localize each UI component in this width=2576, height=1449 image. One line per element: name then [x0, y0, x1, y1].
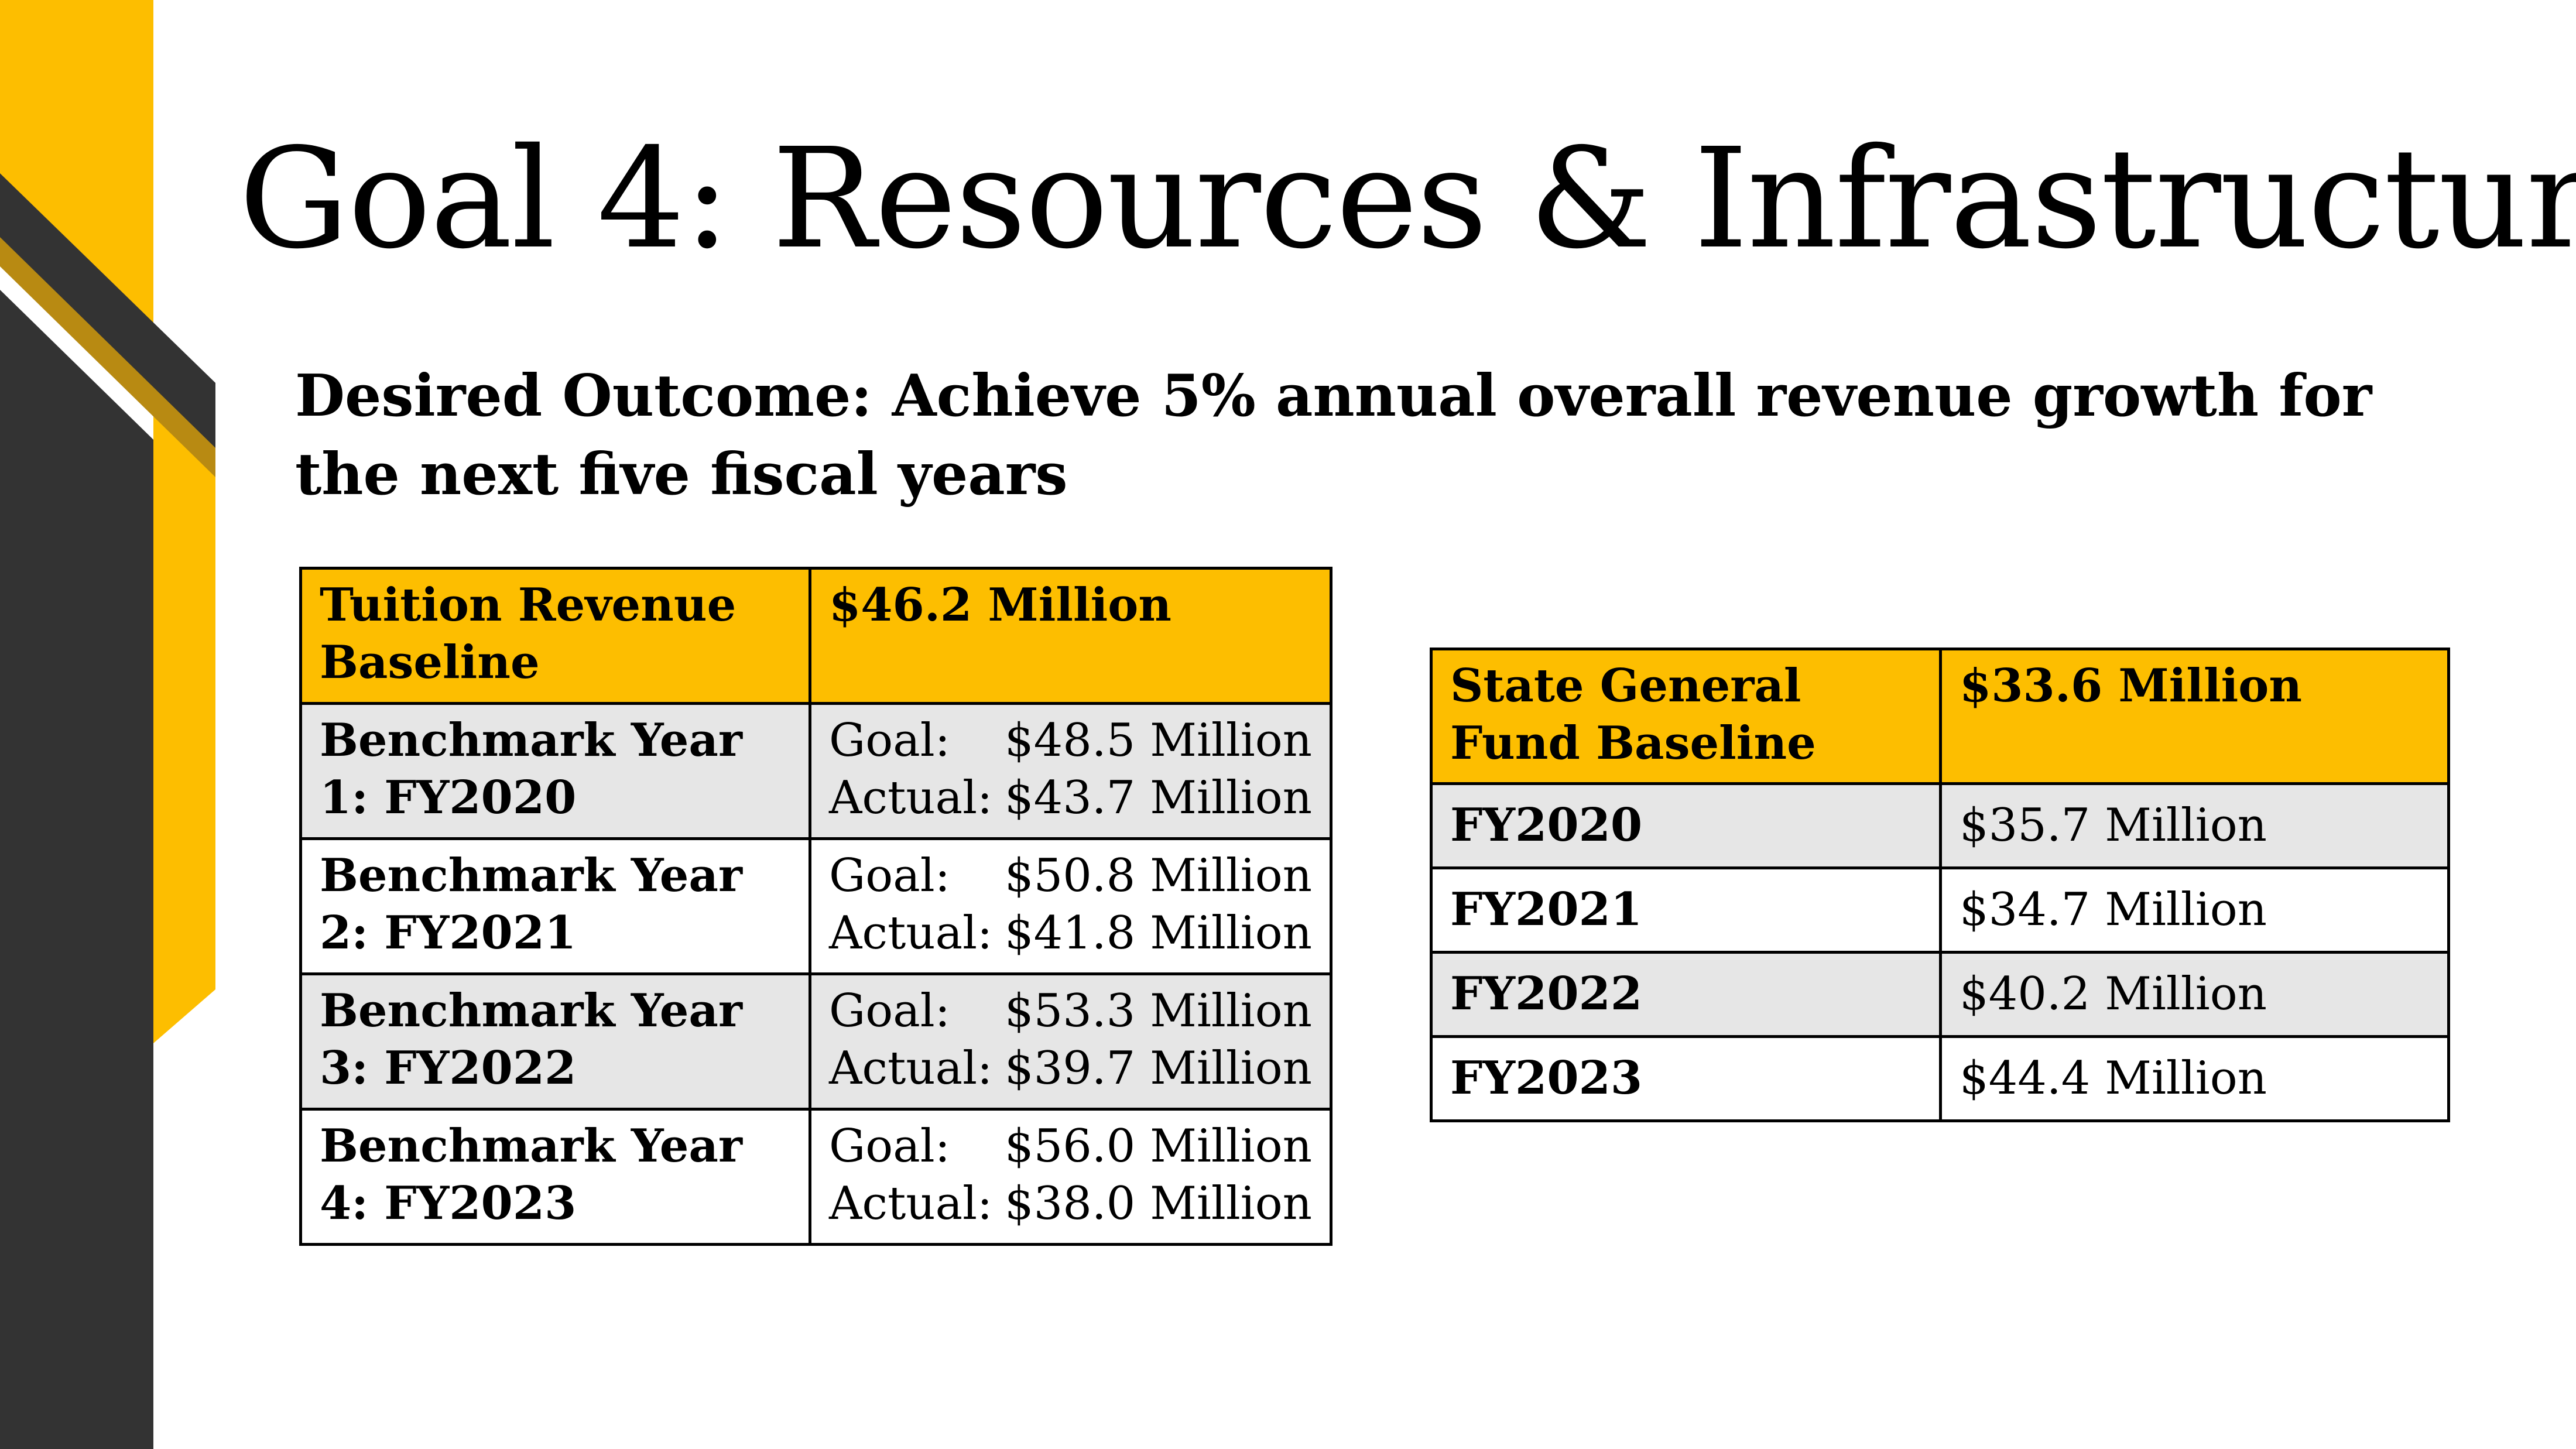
goal-actual-cell: Goal: $53.3 Million Actual: $39.7 Million [809, 972, 1332, 1111]
table-row: Benchmark Year 2: FY2021 Goal: $50.8 Mill… [299, 837, 1332, 975]
table-row: Benchmark Year 4: FY2023 Goal: $56.0 Mill… [299, 1108, 1332, 1246]
decorative-side-banner [0, 0, 215, 1449]
benchmark-label: Benchmark Year 3: FY2022 [299, 972, 811, 1111]
goal-actual-cell: Goal: $56.0 Million Actual: $38.0 Million [809, 1108, 1332, 1246]
fund-value: $35.7 Million [1939, 782, 2450, 869]
goal-actual-cell: Goal: $50.8 Million Actual: $41.8 Million [809, 837, 1332, 975]
table-header-row: State General Fund Baseline $33.6 Millio… [1430, 648, 2450, 785]
table-header-row: Tuition Revenue Baseline $46.2 Million [299, 567, 1332, 705]
actual-value: $41.8 Million [1005, 907, 1312, 960]
state-baseline-value: $33.6 Million [1939, 648, 2450, 785]
actual-value: $39.7 Million [1005, 1042, 1312, 1095]
actual-line: Actual: $38.0 Million [829, 1175, 1312, 1232]
actual-line: Actual: $41.8 Million [829, 905, 1312, 962]
goal-value: $48.5 Million [1005, 714, 1312, 767]
actual-line: Actual: $39.7 Million [829, 1040, 1312, 1097]
actual-line: Actual: $43.7 Million [829, 769, 1312, 827]
table-row: FY2022 $40.2 Million [1430, 951, 2450, 1038]
fiscal-year-label: FY2020 [1430, 782, 1942, 869]
fiscal-year-label: FY2022 [1430, 951, 1942, 1038]
goal-label: Goal: [829, 714, 950, 767]
table-row: FY2023 $44.4 Million [1430, 1035, 2450, 1122]
benchmark-label: Benchmark Year 2: FY2021 [299, 837, 811, 975]
fund-value: $44.4 Million [1939, 1035, 2450, 1122]
goal-label: Goal: [829, 1120, 950, 1173]
state-general-fund-table: State General Fund Baseline $33.6 Millio… [1430, 648, 2450, 1122]
goal-value: $53.3 Million [1005, 985, 1312, 1037]
state-baseline-label: State General Fund Baseline [1430, 648, 1942, 785]
actual-value: $43.7 Million [1005, 772, 1312, 824]
table-row: FY2021 $34.7 Million [1430, 866, 2450, 954]
table-row: Benchmark Year 1: FY2020 Goal: $48.5 Mill… [299, 702, 1332, 840]
fiscal-year-label: FY2021 [1430, 866, 1942, 954]
goal-line: Goal: $48.5 Million [829, 712, 1312, 769]
goal-label: Goal: [829, 849, 950, 902]
benchmark-label: Benchmark Year 4: FY2023 [299, 1108, 811, 1246]
actual-label: Actual: [829, 907, 993, 960]
goal-line: Goal: $50.8 Million [829, 847, 1312, 905]
goal-line: Goal: $56.0 Million [829, 1118, 1312, 1175]
fund-value: $40.2 Million [1939, 951, 2450, 1038]
actual-label: Actual: [829, 772, 993, 824]
goal-value: $56.0 Million [1005, 1120, 1312, 1173]
tuition-baseline-value: $46.2 Million [809, 567, 1332, 705]
fiscal-year-label: FY2023 [1430, 1035, 1942, 1122]
table-row: Benchmark Year 3: FY2022 Goal: $53.3 Mill… [299, 972, 1332, 1111]
actual-label: Actual: [829, 1177, 993, 1230]
benchmark-label: Benchmark Year 1: FY2020 [299, 702, 811, 840]
table-row: FY2020 $35.7 Million [1430, 782, 2450, 869]
goal-label: Goal: [829, 985, 950, 1037]
fund-value: $34.7 Million [1939, 866, 2450, 954]
goal-value: $50.8 Million [1005, 849, 1312, 902]
tuition-baseline-label: Tuition Revenue Baseline [299, 567, 811, 705]
actual-value: $38.0 Million [1005, 1177, 1312, 1230]
actual-label: Actual: [829, 1042, 993, 1095]
tuition-revenue-table: Tuition Revenue Baseline $46.2 Million B… [299, 567, 1332, 1246]
desired-outcome: Desired Outcome: Achieve 5% annual overa… [295, 362, 2372, 508]
goal-line: Goal: $53.3 Million [829, 982, 1312, 1040]
slide-title: Goal 4: Resources & Infrastructure [239, 118, 2576, 279]
goal-actual-cell: Goal: $48.5 Million Actual: $43.7 Million [809, 702, 1332, 840]
